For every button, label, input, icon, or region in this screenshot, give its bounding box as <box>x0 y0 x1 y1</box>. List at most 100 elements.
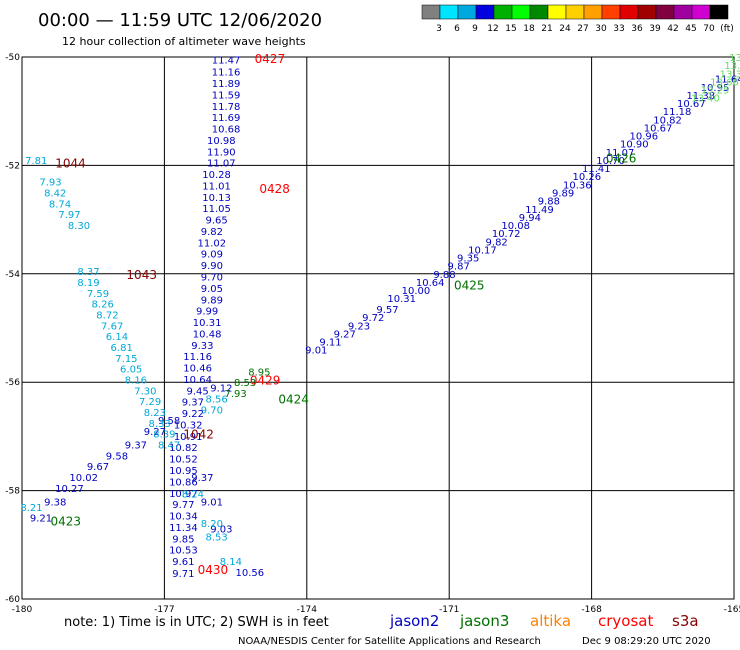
color-swatch <box>709 4 729 20</box>
plot-frame <box>21 56 735 600</box>
swh-value-jason2: 10.17 <box>468 245 497 256</box>
swh-value-jason2: 9.58 <box>158 416 180 427</box>
swh-value-jason2: 10.27 <box>55 484 84 495</box>
swh-value-jason2: 10.86 <box>169 477 198 488</box>
swh-value-cyan: 8.26 <box>92 300 114 311</box>
swh-value-jason2: 10.98 <box>207 136 236 147</box>
swh-value-cyan: 8.14 <box>220 557 242 568</box>
x-tick-label: -168 <box>581 605 602 615</box>
satellite-legend: jason2 jason3 altika cryosat s3a <box>389 612 699 630</box>
swh-value-jason2: 9.01 <box>201 497 223 508</box>
swh-value-jason2: 10.82 <box>653 115 682 126</box>
footer-note: note: 1) Time is in UTC; 2) SWH is in fe… <box>64 615 329 630</box>
swh-value-jason2: 9.37 <box>191 473 213 484</box>
swh-value-jason2: 10.31 <box>193 318 222 329</box>
color-scale-label: (ft) <box>720 24 734 34</box>
swh-value-jason2: 11.01 <box>202 181 231 192</box>
swh-value-jason2: 9.72 <box>362 313 384 324</box>
color-swatch <box>691 4 711 20</box>
swh-value-jason2: 10.67 <box>677 99 706 110</box>
swh-value-jason2: 10.72 <box>492 229 521 240</box>
swh-value-jason2: 11.38 <box>686 91 715 102</box>
color-scale-label: 36 <box>631 24 643 34</box>
pass-time-label: 0424 <box>278 392 309 406</box>
swh-value-jason2: 9.82 <box>486 237 508 248</box>
y-tick-label: -54 <box>5 270 20 280</box>
swh-value-jason2: 11.89 <box>212 79 241 90</box>
swh-value-jason2: 9.22 <box>182 409 204 420</box>
swh-value-jason2: 9.09 <box>201 250 223 261</box>
color-swatch <box>457 4 477 20</box>
x-tick-label: -174 <box>297 605 318 615</box>
swh-value-jason2: 9.67 <box>87 462 109 473</box>
swh-value-jason2: 10.95 <box>701 83 730 94</box>
swh-value-jason2: 10.32 <box>174 420 203 431</box>
swh-value-jason2: 11.49 <box>525 205 554 216</box>
swh-value-jason2: 9.71 <box>172 569 194 580</box>
swh-value-jason2: 11.59 <box>212 90 241 101</box>
satellite-legend-jason3: jason3 <box>459 612 509 630</box>
lat-lon-grid <box>22 57 734 599</box>
color-scale-legend: 3 6 9 12 15 18 21 24 27 30 33 36 39 42 45 70 (ft) <box>421 4 734 34</box>
swh-value-cyan: 8.30 <box>68 221 90 232</box>
x-tick-label: -180 <box>12 605 33 615</box>
pass-time-label: 1043 <box>126 268 157 282</box>
swh-value-jason2: 11.18 <box>663 107 692 118</box>
swh-value-cyan: 7.59 <box>87 289 109 300</box>
swh-value-jason2: 9.57 <box>376 305 398 316</box>
swh-value-lightgreen: 13.25 <box>701 86 730 97</box>
swh-value-cyan: 8.19 <box>77 278 99 289</box>
footer-timestamp: Dec 9 08:29:20 UTC 2020 <box>582 636 711 647</box>
swh-value-cyan: 8.21 <box>20 503 42 514</box>
color-scale-label: 42 <box>667 24 678 34</box>
swh-value-cyan: 7.67 <box>101 321 123 332</box>
swh-value-jason2: 10.68 <box>212 125 241 136</box>
swh-value-jason2: 9.99 <box>196 307 218 318</box>
swh-value-jason2: 9.33 <box>191 341 213 352</box>
swh-value-jason2: 10.28 <box>202 170 231 181</box>
swh-value-jason2: 9.11 <box>319 338 341 349</box>
color-swatch <box>529 4 549 20</box>
color-swatch <box>619 4 639 20</box>
swh-value-cyan: 8.56 <box>205 394 227 405</box>
swh-value-lightgreen: 13.32 <box>729 53 740 64</box>
swh-value-jason2: 10.56 <box>236 568 265 579</box>
swh-value-jason2: 11.07 <box>207 159 236 170</box>
swh-value-cyan: 6.05 <box>120 365 142 376</box>
swh-value-jason2: 11.69 <box>212 113 241 124</box>
swh-value-jason2: 10.82 <box>169 443 198 454</box>
swh-value-jason2: 9.58 <box>106 451 128 462</box>
color-scale-label: 9 <box>472 24 478 34</box>
color-swatch <box>421 4 441 20</box>
satellite-legend-cryosat: cryosat <box>598 612 653 630</box>
satellite-legend-altika: altika <box>530 612 571 630</box>
swh-value-cyan: 8.33 <box>149 419 171 430</box>
swh-value-jason2: 9.89 <box>201 295 223 306</box>
color-swatch <box>673 4 693 20</box>
axis-tick-labels: -180 -177 -174 -171 -168 -165 -50 -52 -54 -56 -58 -… <box>5 53 740 615</box>
swh-value-jason2: 9.94 <box>519 213 541 224</box>
swh-value-jason2: 10.00 <box>402 286 431 297</box>
color-swatch <box>583 4 603 20</box>
color-swatch <box>637 4 657 20</box>
swh-value-jason2: 10.64 <box>183 375 212 386</box>
swh-value-lightgreen: 13.66 <box>710 77 739 88</box>
color-scale-label: 39 <box>649 24 661 34</box>
swh-value-jason2: 9.35 <box>457 254 479 265</box>
swh-value-cyan: 8.72 <box>96 310 118 321</box>
y-tick-label: -50 <box>5 53 20 63</box>
swh-value-cyan: 9.70 <box>201 405 223 416</box>
swh-value-jason2: 11.02 <box>198 238 227 249</box>
swh-value-jason2: 9.01 <box>305 346 327 357</box>
swh-value-cyan: 8.42 <box>44 189 66 200</box>
swh-value-jason2: 11.41 <box>582 164 611 175</box>
swh-value-jason2: 10.02 <box>69 473 98 484</box>
swh-value-jason2: 10.48 <box>193 329 222 340</box>
swh-value-cyan: 7.15 <box>115 354 137 365</box>
swh-value-jason2: 11.78 <box>212 102 241 113</box>
color-swatch <box>475 4 495 20</box>
swh-value-jason2: 11.16 <box>183 352 212 363</box>
pass-time-label: 1044 <box>55 157 86 171</box>
swh-value-jason2: 10.64 <box>416 278 445 289</box>
swh-value-jason2: 9.65 <box>205 216 227 227</box>
